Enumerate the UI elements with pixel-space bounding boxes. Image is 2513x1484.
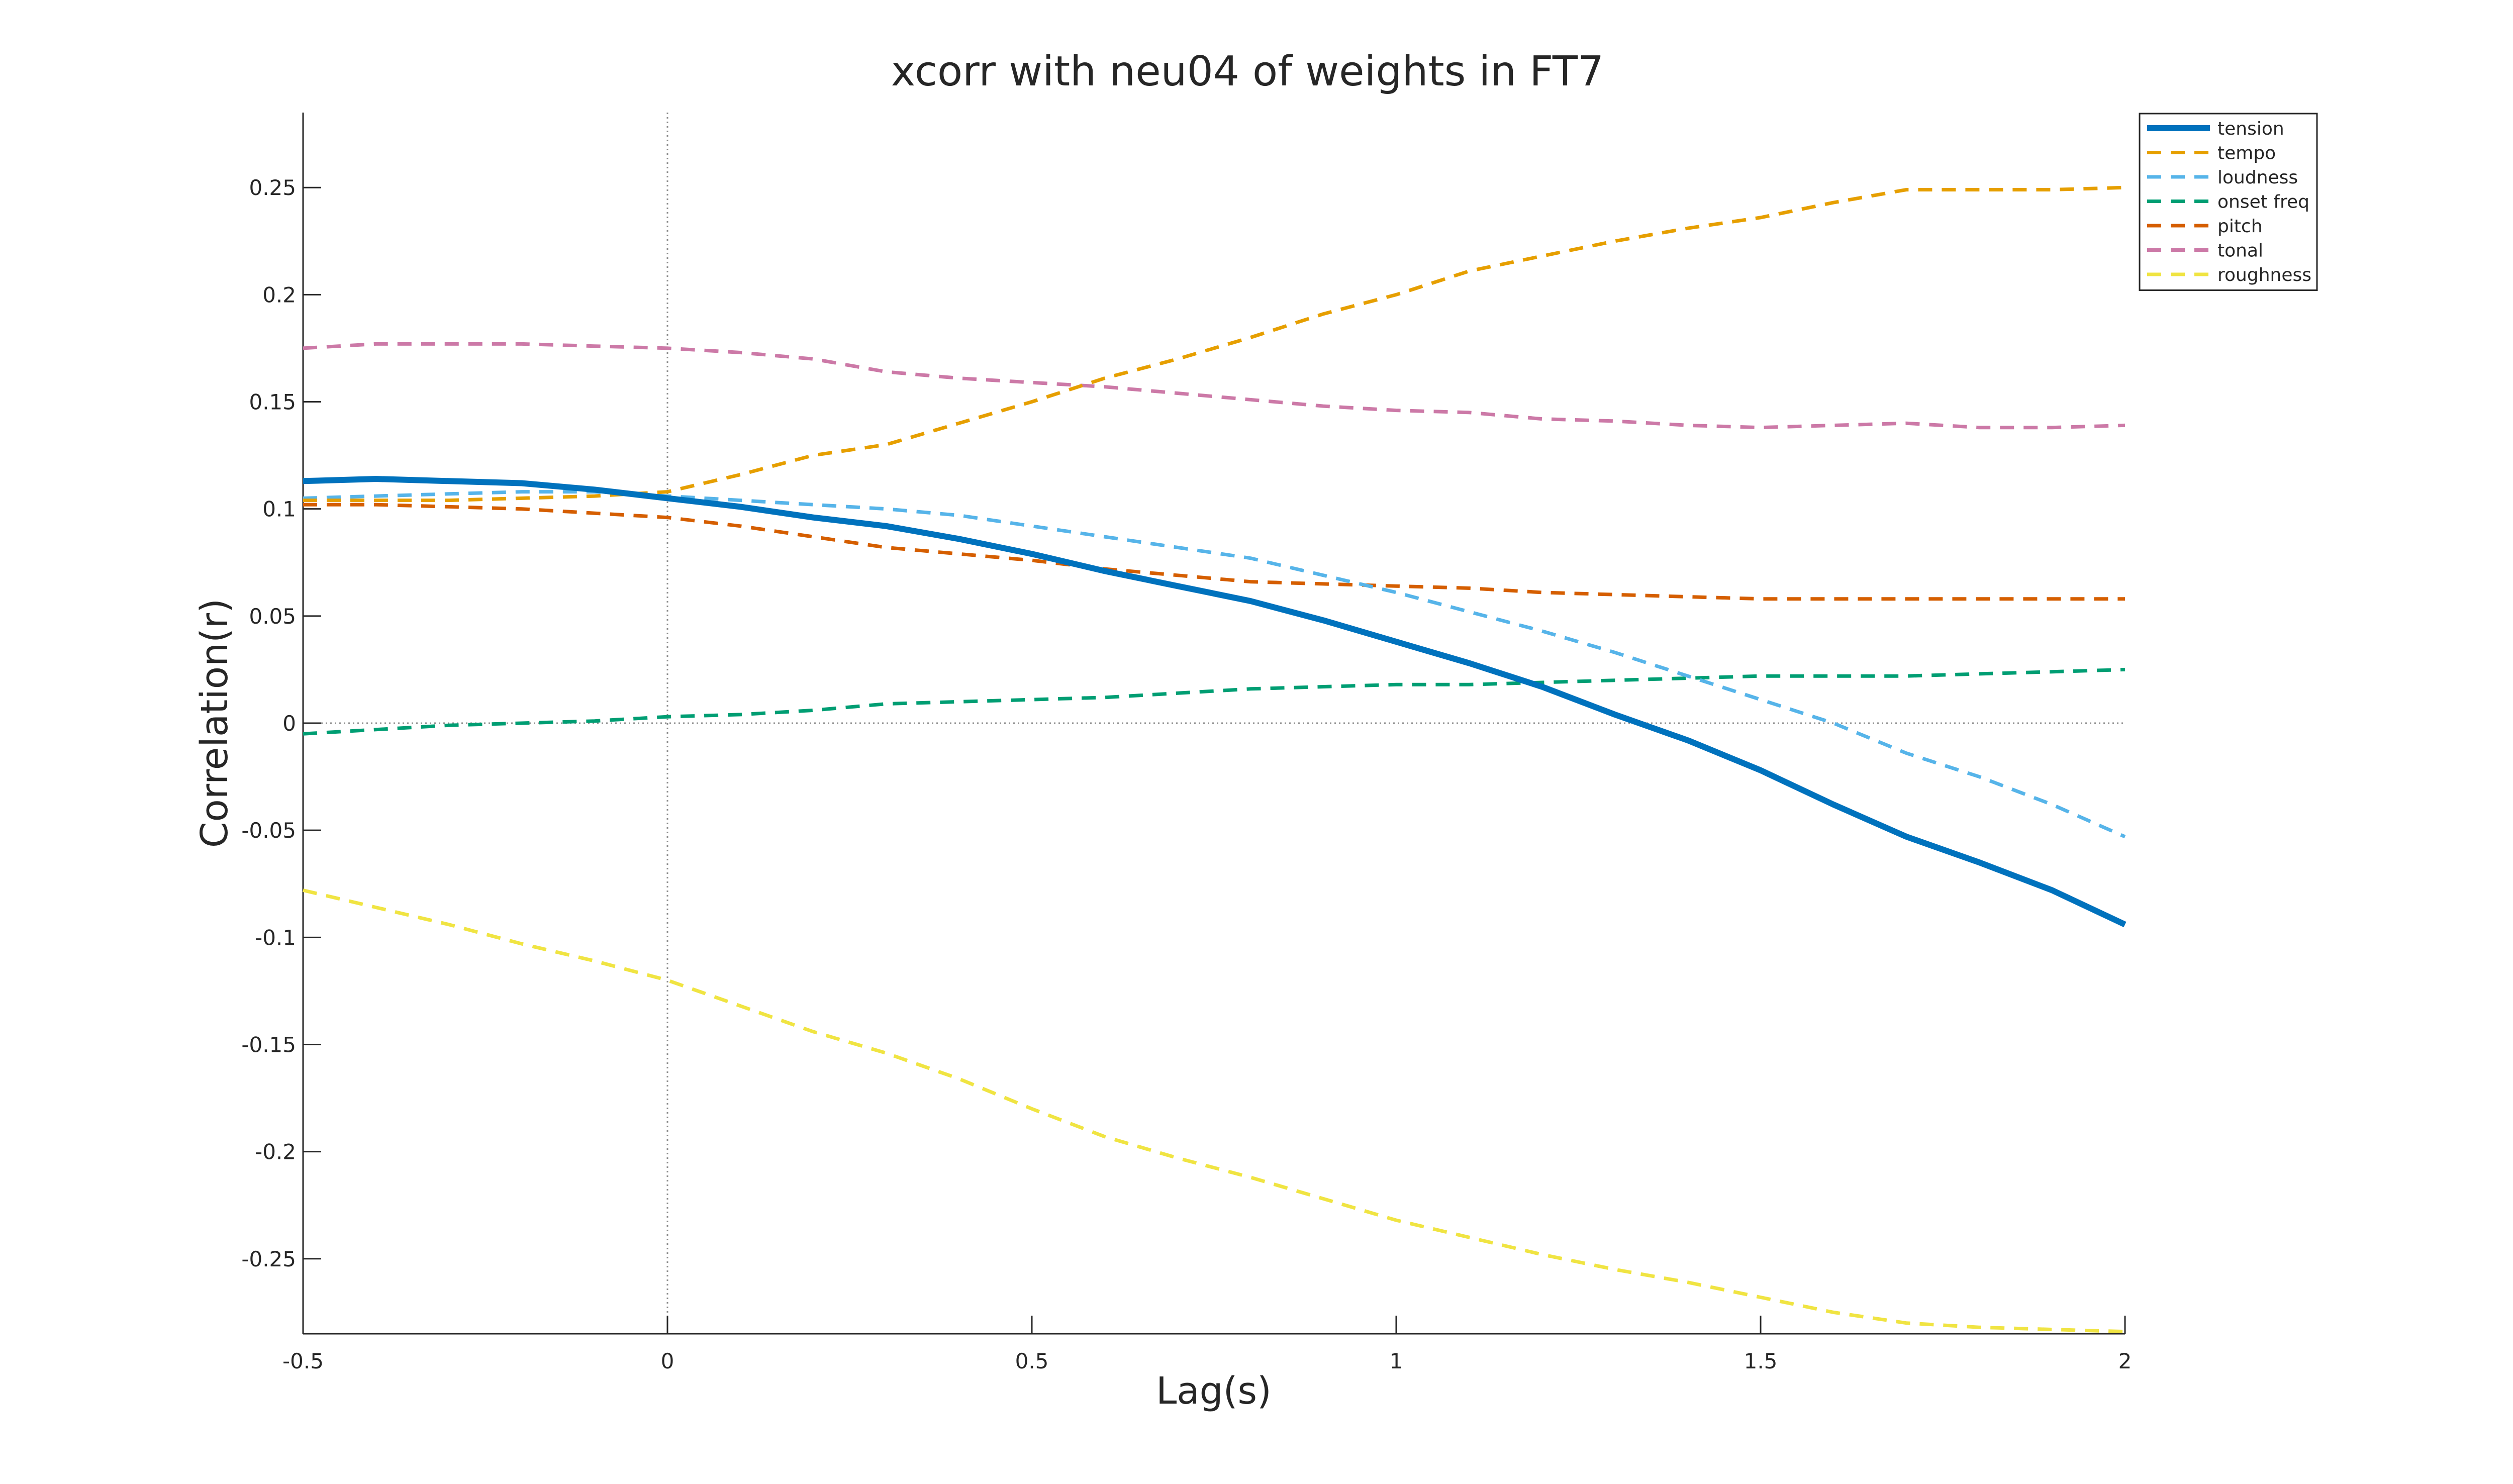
plot-axes: -0.5 0 0.5 1 1.5 2 0.25 0.2 0.15 0.1 0.05 0 -0.05 -0… — [241, 113, 2132, 1373]
series-line-tension — [303, 476, 2127, 928]
x-tick-label: 1.5 — [1744, 1349, 1778, 1373]
y-tick-label: 0.1 — [262, 497, 296, 522]
y-tick-label: 0.25 — [249, 175, 296, 200]
series-line-pitch — [303, 503, 2125, 601]
series-line-tonal — [303, 342, 2125, 430]
y-tick-label: -0.25 — [241, 1247, 296, 1271]
y-ticks: 0.25 0.2 0.15 0.1 0.05 0 -0.05 -0.1 -0.15 -0.2 -0.… — [241, 175, 321, 1271]
y-tick-label: 0.15 — [249, 390, 296, 415]
y-tick-label: -0.1 — [255, 925, 296, 950]
legend-label: tonal — [2217, 241, 2263, 261]
y-tick-label: 0.2 — [262, 282, 296, 307]
y-tick-label: 0.05 — [249, 604, 296, 629]
y-tick-label: -0.15 — [241, 1032, 296, 1057]
legend-label: pitch — [2217, 216, 2263, 237]
x-ticks: -0.5 0 0.5 1 1.5 2 — [282, 1316, 2132, 1373]
x-tick-label: 0 — [661, 1349, 674, 1373]
legend-label: tension — [2217, 119, 2284, 139]
series-lines — [303, 185, 2127, 1334]
series-line-onset-freq — [303, 667, 2125, 736]
legend-label: roughness — [2217, 265, 2311, 285]
legend-label: onset freq — [2217, 192, 2309, 213]
legend-label: loudness — [2217, 167, 2298, 188]
legend-label: tempo — [2217, 143, 2276, 164]
series-line-loudness — [303, 490, 2126, 839]
legend: tension tempo loudness onset freq pitch tonal… — [2139, 113, 2318, 291]
x-tick-label: 0.5 — [1015, 1349, 1049, 1373]
y-axis-label: Correlation(r) — [193, 599, 236, 848]
chart-title: xcorr with neu04 of weights in FT7 — [891, 48, 1604, 95]
x-tick-label: -0.5 — [282, 1349, 324, 1373]
y-tick-label: -0.2 — [255, 1140, 296, 1164]
series-line-tempo — [303, 185, 2125, 503]
y-tick-label: 0 — [282, 711, 296, 736]
x-tick-label: 1 — [1390, 1349, 1403, 1373]
series-line-roughness — [303, 888, 2125, 1334]
y-tick-label: -0.05 — [241, 818, 296, 843]
x-axis-label: Lag(s) — [1156, 1369, 1272, 1413]
x-tick-label: 2 — [2118, 1349, 2132, 1373]
legend-box — [2139, 113, 2318, 291]
reference-lines — [303, 113, 2125, 1334]
